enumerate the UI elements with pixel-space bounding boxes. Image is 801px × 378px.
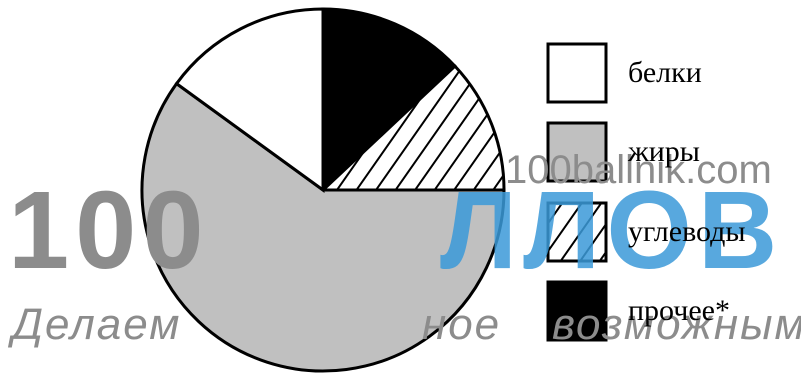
pie-slice-4 (321, 7, 458, 194)
legend-swatch-1 (546, 42, 608, 104)
legend-label-1: белки (628, 56, 702, 89)
legend-swatch-3 (546, 201, 608, 263)
pie-slice-1 (174, 7, 325, 193)
legend-label-2: жиры (628, 135, 700, 168)
legend-label-3: углеводы (628, 215, 746, 248)
legend-swatch-2 (546, 121, 608, 183)
pie-slice-2 (140, 81, 506, 373)
legend (546, 42, 608, 342)
pie-slice-3 (319, 63, 506, 192)
pie-slices (140, 7, 506, 373)
legend-swatch-4 (546, 280, 608, 342)
legend-label-4: прочее* (628, 294, 730, 327)
